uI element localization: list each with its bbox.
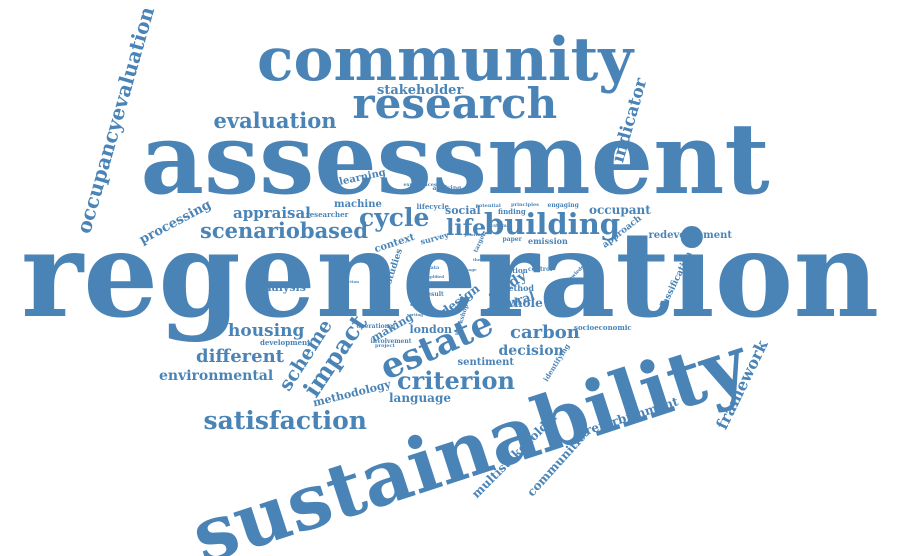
word-whole: whole <box>503 296 543 310</box>
word-simplified: simplified <box>422 274 445 279</box>
word-collection: collection <box>337 279 360 284</box>
word-usage: usage <box>463 267 477 272</box>
word-satisfaction: satisfaction <box>203 405 367 435</box>
word-housing: housing <box>228 320 305 341</box>
word-regeneration: regeneration <box>21 205 880 344</box>
word-principles: principles <box>511 201 540 208</box>
word-assessment: assessment <box>140 102 770 217</box>
word-stakeholder: stakeholder <box>377 82 464 98</box>
word-cycle: cycle <box>359 202 430 232</box>
word-selection: selection <box>410 302 431 307</box>
word-paper: paper <box>502 236 522 243</box>
word-case: case <box>440 277 470 291</box>
word-engaging: engaging <box>547 202 579 209</box>
word-finding: finding <box>498 206 526 216</box>
word-term: term <box>490 276 502 281</box>
word-occupant: occupant <box>589 203 651 217</box>
word-involvement: involvement <box>370 338 412 345</box>
word-data: data <box>427 264 440 271</box>
word-emission: emission <box>528 236 568 246</box>
word-social: social <box>445 203 481 217</box>
word-type: type <box>499 284 509 289</box>
word-result: result <box>424 291 444 298</box>
word-scenariobased: scenariobased <box>200 217 369 243</box>
word-researcher: researcher <box>306 209 349 219</box>
word-system: system <box>487 222 507 229</box>
word-analysis: analysis <box>256 280 306 294</box>
word-environmental: environmental <box>159 368 274 384</box>
word-different: different <box>196 346 284 367</box>
word-research: research <box>352 79 558 128</box>
word-option: option <box>502 265 528 275</box>
word-priorities: priorities <box>464 232 486 237</box>
word-community: community <box>257 25 634 95</box>
word-decision: decision <box>498 343 564 359</box>
word-operational: operational <box>356 323 396 330</box>
word-language: language <box>389 391 451 405</box>
word-carbon: carbon <box>510 322 580 343</box>
word-project: project <box>375 342 395 349</box>
word-london: london <box>409 322 453 336</box>
word-machine: machine <box>334 199 382 210</box>
word-sorting: sorting <box>407 312 424 317</box>
word-building: building <box>484 206 621 241</box>
word-life: life <box>446 215 487 241</box>
word-control: control <box>528 266 553 273</box>
word-applying: applying <box>432 185 462 192</box>
word-development: development <box>260 337 311 347</box>
word-experiment: experiment <box>431 308 457 313</box>
word-socioeconomic: socioeconomic <box>574 322 632 332</box>
word-appraisal: appraisal <box>233 203 311 222</box>
word-evaluation: evaluation <box>213 107 337 133</box>
word-theme: theme <box>473 257 488 262</box>
word-lifecycle: lifecycle <box>416 201 450 211</box>
word-experiences: experiences <box>403 181 437 188</box>
word-method: method <box>500 283 534 293</box>
word-criterion: criterion <box>397 366 515 395</box>
word-potential: potential <box>475 202 501 209</box>
word-sentiment: sentiment <box>457 357 515 368</box>
word-redevelopment: redevelopment <box>648 230 732 241</box>
